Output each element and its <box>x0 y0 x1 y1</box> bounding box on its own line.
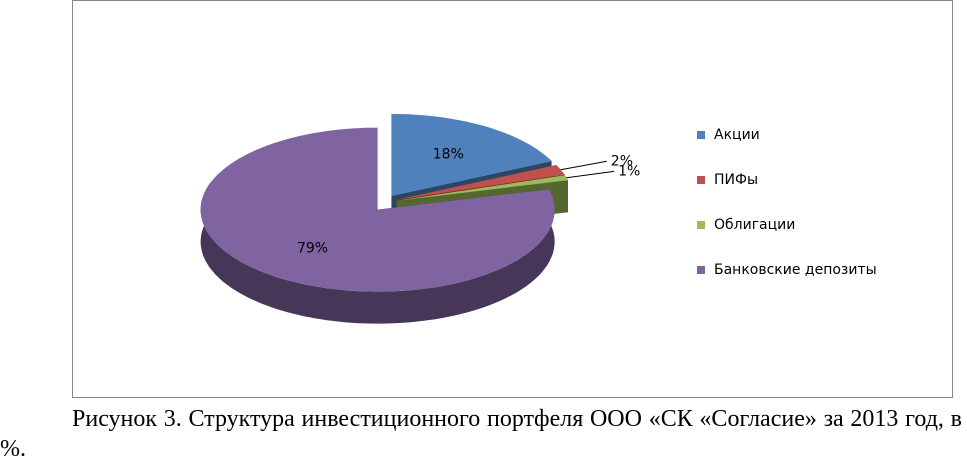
legend-label: Акции <box>714 127 760 143</box>
slice-side <box>564 175 568 213</box>
chart: 18% 2%1% 79% Акции ПИФы Облигации Банковские д… <box>72 0 953 398</box>
legend-label: Банковские депозиты <box>714 262 877 278</box>
leader-line <box>566 170 615 179</box>
caption: Рисунок 3. Структура инвестиционного пор… <box>0 406 962 462</box>
legend-marker <box>697 131 705 139</box>
legend-label: Облигации <box>714 217 795 233</box>
slice-side <box>200 181 555 324</box>
data-label: 1% <box>618 163 640 179</box>
legend-marker <box>697 176 705 184</box>
data-label: 2% <box>611 153 633 169</box>
leader-line <box>560 160 607 171</box>
slice <box>200 127 555 292</box>
slice <box>396 175 568 201</box>
data-label: 18% <box>433 146 464 162</box>
slice <box>396 165 565 200</box>
legend-marker <box>697 221 705 229</box>
legend-marker <box>697 266 705 274</box>
legend-label: ПИФы <box>714 172 758 188</box>
slice <box>391 113 552 196</box>
data-label: 79% <box>297 241 328 257</box>
